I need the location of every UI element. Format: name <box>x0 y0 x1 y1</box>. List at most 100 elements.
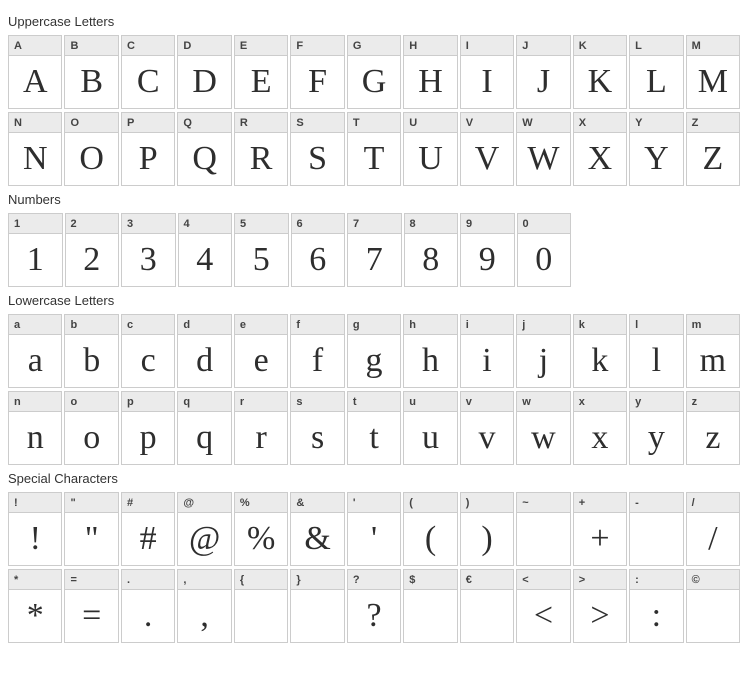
glyph-cell[interactable]: jj <box>516 314 570 388</box>
glyph-cell[interactable]: CC <box>121 35 175 109</box>
glyph-cell[interactable]: DD <box>177 35 231 109</box>
glyph-cell[interactable]: TT <box>347 112 401 186</box>
glyph-cell[interactable]: AA <box>8 35 62 109</box>
glyph-cell[interactable]: ZZ <box>686 112 740 186</box>
glyph-cell[interactable]: BB <box>64 35 118 109</box>
glyph-cell-label: u <box>404 392 456 412</box>
glyph-cell[interactable]: nn <box>8 391 62 465</box>
glyph-cell[interactable]: 22 <box>65 213 120 287</box>
glyph-cell[interactable]: II <box>460 35 514 109</box>
glyph-cell[interactable]: kk <box>573 314 627 388</box>
glyph-cell[interactable]: 66 <box>291 213 346 287</box>
glyph-cell[interactable]: ** <box>8 569 62 643</box>
glyph-cell[interactable]: 11 <box>8 213 63 287</box>
glyph-cell[interactable]: ++ <box>573 492 627 566</box>
glyph-cell-glyph: r <box>235 412 287 464</box>
glyph-cell[interactable]: tt <box>347 391 401 465</box>
glyph-cell[interactable]: == <box>64 569 118 643</box>
glyph-cell[interactable]: %% <box>234 492 288 566</box>
glyph-cell-glyph: J <box>517 56 569 108</box>
glyph-cell[interactable]: © <box>686 569 740 643</box>
glyph-cell[interactable]: '' <box>347 492 401 566</box>
glyph-cell-glyph: N <box>9 133 61 185</box>
glyph-cell[interactable]: hh <box>403 314 457 388</box>
glyph-cell[interactable]: MM <box>686 35 740 109</box>
glyph-cell[interactable]: ff <box>290 314 344 388</box>
glyph-cell[interactable]: ll <box>629 314 683 388</box>
glyph-cell[interactable]: pp <box>121 391 175 465</box>
glyph-cell[interactable]: GG <box>347 35 401 109</box>
glyph-cell[interactable]: EE <box>234 35 288 109</box>
glyph-cell[interactable]: WW <box>516 112 570 186</box>
glyph-cell[interactable]: ## <box>121 492 175 566</box>
glyph-cell[interactable]: OO <box>64 112 118 186</box>
glyph-cell-glyph: o <box>65 412 117 464</box>
glyph-cell[interactable]: gg <box>347 314 401 388</box>
glyph-cell[interactable]: YY <box>629 112 683 186</box>
glyph-cell[interactable]: cc <box>121 314 175 388</box>
glyph-cell[interactable]: 33 <box>121 213 176 287</box>
glyph-cell[interactable]: << <box>516 569 570 643</box>
glyph-cell-glyph: v <box>461 412 513 464</box>
glyph-cell[interactable]: // <box>686 492 740 566</box>
glyph-cell[interactable]: LL <box>629 35 683 109</box>
glyph-cell[interactable]: ?? <box>347 569 401 643</box>
glyph-cell[interactable]: HH <box>403 35 457 109</box>
glyph-cell[interactable]: - <box>629 492 683 566</box>
glyph-cell[interactable]: xx <box>573 391 627 465</box>
glyph-cell-glyph: ) <box>461 513 513 565</box>
glyph-cell[interactable]: 55 <box>234 213 289 287</box>
glyph-cell[interactable]: } <box>290 569 344 643</box>
glyph-cell[interactable]: bb <box>64 314 118 388</box>
glyph-cell[interactable]: SS <box>290 112 344 186</box>
glyph-cell[interactable]: XX <box>573 112 627 186</box>
glyph-cell[interactable]: JJ <box>516 35 570 109</box>
glyph-cell[interactable]: ee <box>234 314 288 388</box>
glyph-cell[interactable]: yy <box>629 391 683 465</box>
glyph-cell[interactable]: ~ <box>516 492 570 566</box>
glyph-cell[interactable]: ,, <box>177 569 231 643</box>
glyph-cell[interactable]: (( <box>403 492 457 566</box>
glyph-cell[interactable]: UU <box>403 112 457 186</box>
section-title: Lowercase Letters <box>8 293 740 308</box>
glyph-cell[interactable]: KK <box>573 35 627 109</box>
glyph-cell[interactable]: 88 <box>404 213 459 287</box>
glyph-cell[interactable]: .. <box>121 569 175 643</box>
glyph-cell[interactable]: qq <box>177 391 231 465</box>
glyph-cell[interactable]: oo <box>64 391 118 465</box>
glyph-cell[interactable]: { <box>234 569 288 643</box>
glyph-cell[interactable]: aa <box>8 314 62 388</box>
glyph-cell[interactable]: >> <box>573 569 627 643</box>
glyph-cell[interactable]: QQ <box>177 112 231 186</box>
glyph-cell[interactable]: !! <box>8 492 62 566</box>
glyph-cell[interactable]: 00 <box>517 213 572 287</box>
glyph-cell[interactable]: uu <box>403 391 457 465</box>
glyph-cell[interactable]: RR <box>234 112 288 186</box>
glyph-cell-label: b <box>65 315 117 335</box>
glyph-cell[interactable]: ii <box>460 314 514 388</box>
glyph-cell-glyph: b <box>65 335 117 387</box>
glyph-cell[interactable]: 99 <box>460 213 515 287</box>
glyph-cell[interactable]: 44 <box>178 213 233 287</box>
glyph-cell[interactable]: FF <box>290 35 344 109</box>
glyph-cell[interactable]: VV <box>460 112 514 186</box>
glyph-cell[interactable]: )) <box>460 492 514 566</box>
glyph-cell[interactable]: vv <box>460 391 514 465</box>
glyph-cell-glyph: > <box>574 590 626 642</box>
glyph-cell-glyph: W <box>517 133 569 185</box>
glyph-cell[interactable]: ww <box>516 391 570 465</box>
glyph-cell[interactable]: rr <box>234 391 288 465</box>
glyph-cell[interactable]: zz <box>686 391 740 465</box>
glyph-cell[interactable]: mm <box>686 314 740 388</box>
glyph-cell[interactable]: NN <box>8 112 62 186</box>
glyph-cell[interactable]: dd <box>177 314 231 388</box>
glyph-cell[interactable]: € <box>460 569 514 643</box>
glyph-cell[interactable]: PP <box>121 112 175 186</box>
glyph-cell[interactable]: $ <box>403 569 457 643</box>
glyph-cell[interactable]: :: <box>629 569 683 643</box>
glyph-cell[interactable]: @@ <box>177 492 231 566</box>
glyph-cell[interactable]: 77 <box>347 213 402 287</box>
glyph-cell[interactable]: "" <box>64 492 118 566</box>
glyph-cell[interactable]: && <box>290 492 344 566</box>
glyph-cell[interactable]: ss <box>290 391 344 465</box>
